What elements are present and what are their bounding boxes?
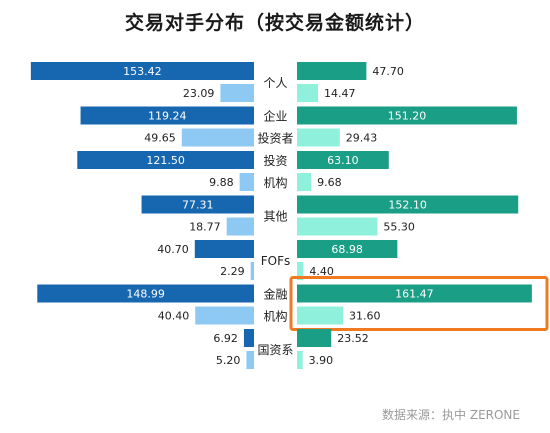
bar-right (297, 217, 378, 236)
data-label-left: 77.31 (182, 199, 214, 212)
data-label-right: 47.70 (372, 65, 404, 78)
category-label: 个人 (263, 76, 287, 90)
data-label-left: 119.24 (148, 110, 187, 123)
data-label-right: 29.43 (346, 132, 378, 145)
data-label-left: 18.77 (189, 221, 221, 234)
bar-left (80, 106, 254, 125)
bar-left (195, 306, 254, 325)
bar-right (297, 128, 340, 147)
highlight-box (289, 276, 549, 331)
category-label: FOFs (261, 254, 291, 268)
data-label-right: 152.10 (388, 199, 427, 212)
bar-right (297, 306, 343, 325)
category-label: 企业 (263, 109, 287, 124)
bar-right (297, 195, 519, 214)
bar-left (141, 195, 254, 214)
data-label-left: 9.88 (209, 176, 234, 189)
bar-right (297, 240, 398, 258)
bar-right (297, 329, 332, 347)
data-label-left: 23.09 (183, 87, 215, 100)
bar-right (297, 284, 532, 303)
category-label: 机构 (263, 309, 287, 324)
bar-left (220, 84, 254, 102)
data-label-right: 151.20 (388, 110, 427, 123)
data-label-left: 2.29 (220, 265, 245, 278)
bar-left (30, 62, 255, 80)
category-label: 国资系 (257, 343, 293, 357)
bar-left (226, 217, 254, 236)
data-label-right: 3.90 (309, 354, 334, 367)
bar-right (297, 151, 389, 169)
bar-left (243, 329, 254, 347)
source-note: 数据来源：执中 ZERONE (382, 408, 520, 422)
data-label-right: 4.40 (309, 265, 334, 278)
category-label: 机构 (263, 175, 287, 190)
bar-right (297, 351, 303, 369)
category-label: 金融 (263, 287, 287, 302)
data-label-left: 40.70 (157, 243, 189, 256)
chart-title: 交易对手分布（按交易金额统计） (124, 12, 425, 34)
category-label: 投资 (263, 153, 287, 168)
data-label-right: 14.47 (324, 87, 356, 100)
bar-left (246, 351, 254, 369)
data-label-right: 68.98 (331, 243, 363, 256)
bar-left (194, 240, 254, 258)
bar-left (239, 173, 254, 191)
bar-left (250, 262, 254, 280)
data-label-left: 5.20 (216, 354, 241, 367)
bar-left (77, 151, 254, 169)
data-label-left: 121.50 (146, 154, 185, 167)
category-label: 投资者 (257, 131, 293, 146)
data-label-right: 55.30 (383, 221, 415, 234)
bar-left (181, 128, 254, 147)
data-label-left: 153.42 (123, 65, 162, 78)
bar-right (297, 173, 312, 191)
data-label-right: 23.52 (337, 332, 369, 345)
data-label-right: 161.47 (395, 288, 434, 301)
data-label-right: 9.68 (317, 176, 342, 189)
data-label-right: 31.60 (349, 310, 381, 323)
bar-right (297, 84, 319, 102)
data-label-left: 40.40 (158, 310, 190, 323)
data-label-left: 148.99 (126, 288, 165, 301)
bar-left (37, 284, 254, 303)
data-label-right: 63.10 (327, 154, 359, 167)
data-label-left: 49.65 (144, 132, 176, 145)
bar-right (297, 262, 304, 280)
data-label-left: 6.92 (213, 332, 238, 345)
bar-right (297, 106, 517, 125)
category-label: 其他 (263, 210, 287, 224)
bar-right (297, 62, 367, 80)
